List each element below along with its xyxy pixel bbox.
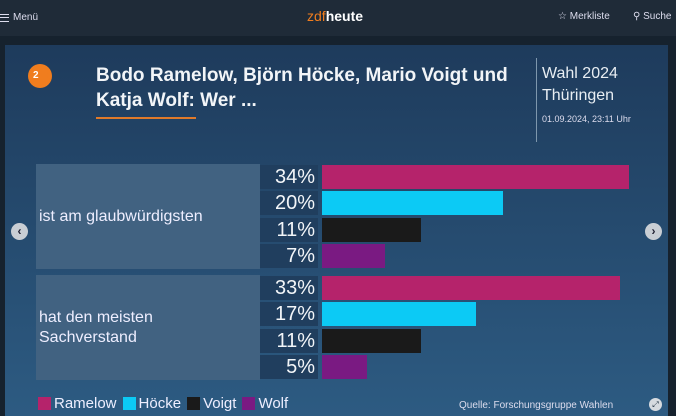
menu-label: Menü — [13, 12, 39, 23]
bar-voigt — [322, 328, 422, 353]
legend-item: Ramelow — [38, 395, 117, 412]
bar-voigt — [322, 217, 422, 242]
legend-label: Ramelow — [54, 395, 117, 412]
election-line1: Wahl 2024 — [542, 65, 618, 82]
title-underline — [96, 117, 196, 119]
hamburger-icon — [0, 13, 9, 22]
legend-swatch — [122, 397, 136, 410]
bookmarks-button[interactable]: ☆ Merkliste — [558, 11, 610, 22]
bar-ramelow — [322, 165, 630, 189]
expand-icon[interactable]: ⤢ — [649, 398, 662, 411]
source-note: Quelle: Forschungsgruppe Wahlen — [459, 400, 614, 411]
legend-label: Voigt — [203, 395, 237, 412]
next-arrow-button[interactable]: › — [645, 223, 662, 240]
legend-item: Voigt — [187, 395, 236, 412]
legend-swatch — [38, 397, 51, 410]
election-line2: Thüringen — [542, 87, 615, 104]
bar-wolf — [322, 354, 368, 379]
bookmarks-label: Merkliste — [569, 11, 610, 22]
value-label: 11% — [260, 328, 318, 353]
legend-swatch — [187, 397, 201, 410]
logo-zdf: zdf — [307, 8, 326, 24]
legend-swatch — [242, 397, 256, 410]
star-icon: ☆ — [558, 11, 567, 22]
value-label: 34% — [260, 165, 318, 189]
menu-button[interactable]: Menü — [0, 12, 38, 23]
category-label: ist am glaubwürdigsten — [36, 164, 260, 269]
search-icon: ⚲ — [633, 11, 641, 22]
timestamp: 01.09.2024, 23:11 Uhr — [542, 114, 631, 124]
category-label: hat den meisten Sachverstand — [36, 275, 260, 380]
logo-heute: heute — [325, 8, 364, 24]
legend-item: Wolf — [242, 395, 288, 412]
bar-ramelow — [322, 276, 620, 300]
bar-wolf — [322, 243, 386, 268]
search-button[interactable]: ⚲ Suche — [633, 11, 671, 22]
prev-arrow-button[interactable]: ‹ — [11, 223, 28, 240]
value-label: 17% — [260, 302, 318, 327]
legend-label: Wolf — [258, 395, 289, 412]
value-label: 5% — [260, 354, 318, 379]
legend-item: Höcke — [122, 395, 182, 412]
zdfheute-logo[interactable]: zdfheute — [307, 8, 363, 24]
value-label: 7% — [260, 243, 318, 268]
top-nav: Menü zdfheute ☆ Merkliste ⚲ Suche — [0, 0, 676, 36]
legend-label: Höcke — [138, 395, 182, 412]
legend: Ramelow Höcke Voigt Wolf — [38, 395, 288, 412]
header-divider — [536, 58, 537, 142]
value-label: 11% — [260, 217, 318, 242]
bar-höcke — [322, 191, 503, 216]
search-label: Suche — [643, 11, 672, 22]
value-label: 20% — [260, 191, 318, 216]
bar-höcke — [322, 302, 476, 327]
chart-title: Bodo Ramelow, Björn Höcke, Mario Voigt u… — [96, 65, 508, 111]
value-label: 33% — [260, 276, 318, 300]
election-title: Wahl 2024 Thüringen — [542, 63, 618, 107]
